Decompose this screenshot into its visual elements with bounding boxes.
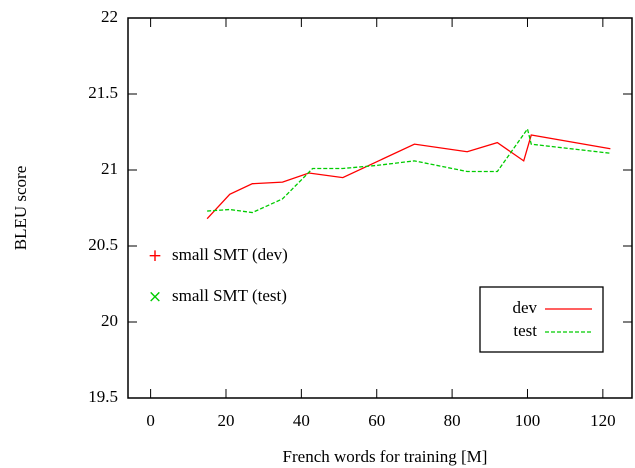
data-line — [207, 127, 611, 214]
y-tick-label: 22 — [101, 7, 118, 26]
legend-label: test — [513, 321, 537, 340]
data-line — [206, 134, 611, 220]
y-tick-label: 21.5 — [88, 83, 118, 102]
x-tick-label: 40 — [293, 411, 310, 430]
y-tick-label: 20.5 — [88, 235, 118, 254]
x-tick-label: 20 — [217, 411, 234, 430]
x-tick-label: 0 — [146, 411, 155, 430]
legend-label: dev — [512, 298, 537, 317]
x-tick-label: 60 — [368, 411, 385, 430]
y-tick-label: 19.5 — [88, 387, 118, 406]
plot-frame — [127, 17, 633, 399]
x-axis-label: French words for training [M] — [283, 447, 488, 466]
y-axis-label: BLEU score — [11, 166, 30, 251]
annotation-text: small SMT (dev) — [172, 245, 288, 264]
legend-box — [479, 286, 604, 353]
annotation-text: small SMT (test) — [172, 286, 287, 305]
annotation-marker: × — [148, 287, 162, 307]
x-tick-label: 120 — [590, 411, 616, 430]
annotation-marker: + — [148, 246, 162, 266]
x-tick-label: 80 — [444, 411, 461, 430]
y-tick-label: 20 — [101, 311, 118, 330]
x-tick-label: 100 — [515, 411, 541, 430]
y-tick-label: 21 — [101, 159, 118, 178]
